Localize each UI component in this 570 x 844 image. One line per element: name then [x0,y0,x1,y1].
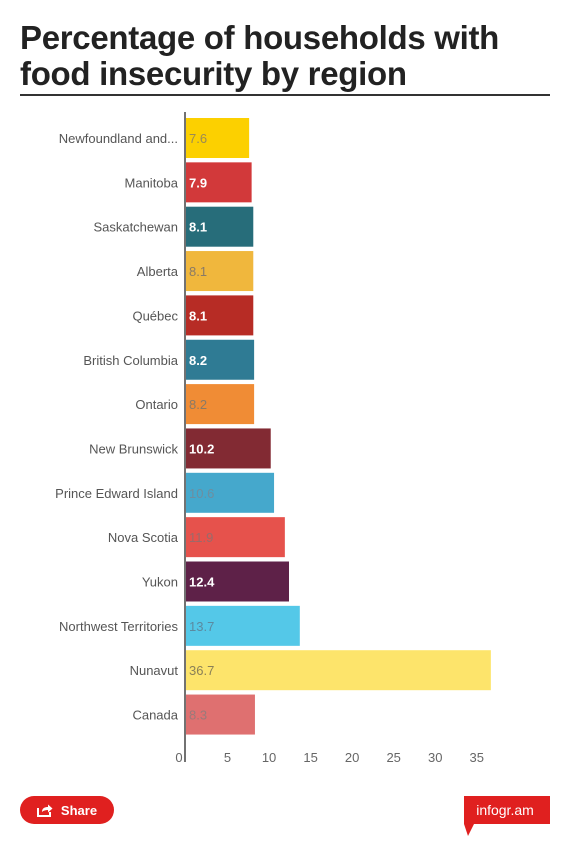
category-label-11: Northwest Territories [59,619,178,634]
value-label-7: 10.2 [189,441,214,456]
category-label-3: Alberta [137,264,179,279]
x-tick-7: 35 [470,750,484,765]
category-label-7: New Brunswick [89,441,178,456]
chart-title: Percentage of households with food insec… [20,20,550,96]
category-label-4: Québec [132,308,178,323]
category-label-9: Nova Scotia [108,530,179,545]
bar-3 [186,251,254,292]
bar-0 [186,118,250,158]
value-label-12: 36.7 [189,663,214,678]
value-label-13: 8.3 [189,708,207,723]
x-tick-3: 15 [303,750,317,765]
category-label-12: Nunavut [130,663,179,678]
value-label-10: 12.4 [189,575,215,590]
bar-2 [186,206,254,247]
category-label-13: Canada [132,708,178,723]
value-label-6: 8.2 [189,397,207,412]
category-label-2: Saskatchewan [93,220,178,235]
category-label-1: Manitoba [125,175,179,190]
infogram-logo-label: infogr.am [476,802,534,818]
bar-chart: Newfoundland and... 7.6 Manitoba 7.9 Saskatc… [55,112,491,765]
value-label-1: 7.9 [189,175,207,190]
value-label-5: 8.2 [189,353,207,368]
value-label-11: 13.7 [189,619,214,634]
bar-5 [186,339,255,380]
infogram-logo[interactable]: infogr.am [460,796,550,836]
bar-4 [186,295,254,336]
category-label-10: Yukon [142,575,178,590]
x-tick-2: 10 [262,750,276,765]
bar-12 [186,650,491,691]
category-label-6: Ontario [135,397,178,412]
x-tick-1: 5 [224,750,231,765]
category-label-8: Prince Edward Island [55,486,178,501]
value-label-3: 8.1 [189,264,207,279]
bar-8 [186,472,275,513]
category-label-5: British Columbia [83,353,178,368]
value-label-2: 8.1 [189,220,207,235]
bar-7 [186,428,271,469]
value-label-8: 10.6 [189,486,214,501]
value-label-9: 11.9 [189,530,213,545]
bar-10 [186,561,290,602]
x-tick-0: 0 [175,750,182,765]
share-button[interactable]: Share [20,796,114,824]
x-tick-5: 25 [386,750,400,765]
bar-11 [186,605,300,646]
infogram-logo-shape [464,796,550,836]
bar-1 [186,162,252,203]
share-icon [36,804,53,817]
bar-9 [186,517,285,558]
category-label-0: Newfoundland and... [59,131,178,146]
share-label: Share [60,802,98,818]
bar-6 [186,384,255,425]
x-tick-4: 20 [345,750,359,765]
bar-13 [186,694,255,735]
value-label-0: 7.6 [189,131,207,146]
x-tick-6: 30 [428,750,442,765]
value-label-4: 8.1 [189,308,207,323]
